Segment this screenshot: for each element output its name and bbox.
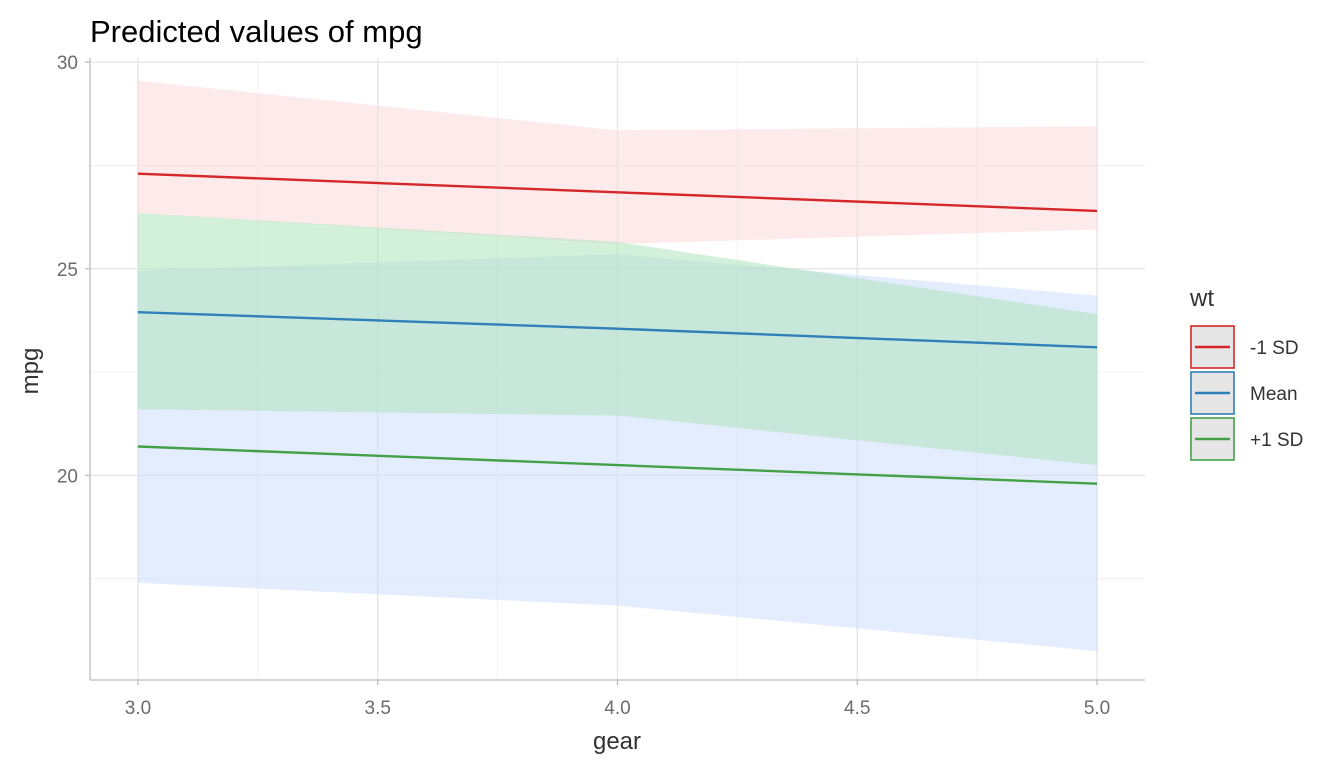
y-tick-label: 25 bbox=[57, 260, 78, 281]
ribbons bbox=[137, 80, 1098, 652]
y-tick-label: 20 bbox=[57, 466, 78, 487]
x-tick-label: 4.5 bbox=[844, 698, 870, 719]
y-axis-label: mpg bbox=[17, 348, 44, 395]
y-tick-labels: 20 25 30 bbox=[57, 53, 78, 487]
line-+1 SD bbox=[137, 445, 1098, 485]
x-tick-label: 4.0 bbox=[604, 698, 630, 719]
ribbon--1 SD bbox=[137, 80, 1098, 244]
x-tick-label: 5.0 bbox=[1084, 698, 1110, 719]
series-lines bbox=[137, 172, 1098, 485]
legend: wt -1 SD Mean +1 SD bbox=[1189, 285, 1303, 461]
ribbon-+1 SD bbox=[137, 212, 1098, 466]
x-tick-labels: 3.0 3.5 4.0 4.5 5.0 bbox=[125, 698, 1111, 719]
axes bbox=[85, 58, 1145, 685]
legend-label-Mean: Mean bbox=[1250, 384, 1298, 405]
legend-label-+1 SD: +1 SD bbox=[1250, 430, 1303, 451]
x-tick-label: 3.0 bbox=[125, 698, 151, 719]
legend-title: wt bbox=[1189, 285, 1214, 312]
line--1 SD bbox=[137, 172, 1098, 213]
x-axis-label: gear bbox=[593, 728, 641, 755]
line-Mean bbox=[137, 310, 1098, 349]
x-tick-label: 3.5 bbox=[365, 698, 391, 719]
chart-title: Predicted values of mpg bbox=[90, 14, 423, 49]
legend-label--1 SD: -1 SD bbox=[1250, 338, 1299, 359]
y-tick-label: 30 bbox=[57, 53, 78, 74]
